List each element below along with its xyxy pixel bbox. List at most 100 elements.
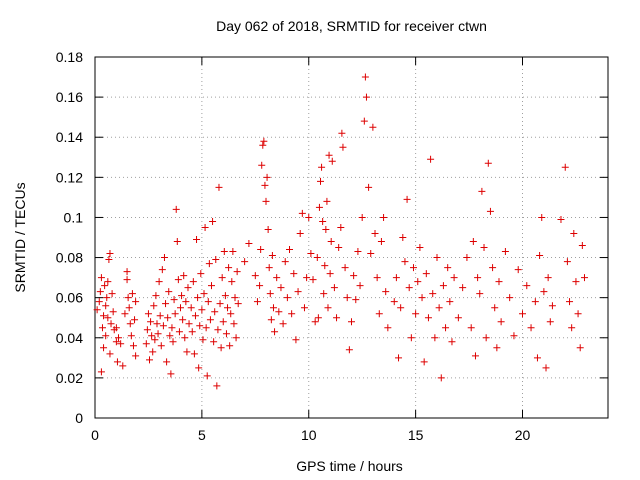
- data-point: [219, 318, 227, 326]
- data-point: [574, 310, 582, 318]
- data-point: [148, 332, 156, 340]
- data-point: [206, 316, 214, 324]
- y-tick-label: 0.06: [56, 290, 83, 306]
- data-point: [433, 254, 441, 262]
- data-point: [132, 298, 140, 306]
- data-point: [104, 278, 112, 286]
- data-point: [538, 213, 546, 221]
- data-point: [142, 340, 150, 348]
- data-point: [207, 282, 215, 290]
- data-point: [105, 256, 113, 264]
- data-point: [405, 284, 413, 292]
- data-point: [416, 244, 424, 252]
- data-point: [196, 322, 204, 330]
- data-point: [211, 308, 219, 316]
- data-point: [367, 250, 375, 258]
- data-point: [371, 229, 379, 237]
- data-point: [166, 332, 174, 340]
- data-point: [158, 266, 166, 274]
- y-tick-label: 0.12: [56, 169, 83, 185]
- data-point: [144, 310, 152, 318]
- data-point: [224, 304, 232, 312]
- data-point: [491, 304, 499, 312]
- data-point: [129, 342, 137, 350]
- data-point: [229, 248, 237, 256]
- data-point: [390, 298, 398, 306]
- data-point: [317, 177, 325, 185]
- data-point: [358, 213, 366, 221]
- data-point: [506, 294, 514, 302]
- data-point: [542, 364, 550, 372]
- chart-title: Day 062 of 2018, SRMTID for receiver ctw…: [216, 18, 487, 34]
- data-point: [533, 354, 541, 362]
- data-point: [200, 290, 208, 298]
- data-point: [337, 223, 345, 231]
- data-point: [201, 223, 209, 231]
- data-point: [377, 238, 385, 246]
- data-point: [184, 284, 192, 292]
- data-point: [100, 312, 108, 320]
- data-point: [339, 143, 347, 151]
- data-point: [365, 183, 373, 191]
- data-point: [296, 229, 304, 237]
- data-point: [424, 314, 432, 322]
- data-point: [210, 338, 218, 346]
- data-point: [266, 290, 274, 298]
- data-point: [202, 324, 210, 332]
- data-point: [170, 296, 178, 304]
- data-point: [314, 314, 322, 322]
- data-point: [126, 320, 134, 328]
- data-point: [548, 302, 556, 310]
- data-point: [162, 300, 170, 308]
- data-point: [180, 272, 188, 280]
- data-point: [178, 292, 186, 300]
- data-point: [189, 278, 197, 286]
- data-point: [213, 382, 221, 390]
- data-point: [117, 340, 125, 348]
- data-point: [185, 320, 193, 328]
- data-point: [277, 284, 285, 292]
- y-tick-label: 0.14: [56, 129, 83, 145]
- data-point: [418, 294, 426, 302]
- data-point: [221, 292, 229, 300]
- x-tick-label: 5: [198, 427, 206, 443]
- x-tick-label: 10: [301, 427, 317, 443]
- y-tick-label: 0.1: [64, 209, 84, 225]
- data-point: [568, 324, 576, 332]
- data-point: [112, 338, 120, 346]
- data-point: [190, 350, 198, 358]
- data-point: [128, 290, 136, 298]
- data-point: [420, 358, 428, 366]
- data-point: [121, 310, 129, 318]
- data-point: [330, 284, 338, 292]
- data-point: [361, 73, 369, 81]
- data-point: [101, 282, 109, 290]
- data-point: [193, 236, 201, 244]
- data-point: [350, 272, 358, 280]
- data-point: [578, 242, 586, 250]
- data-point: [348, 318, 355, 326]
- data-point: [109, 308, 117, 316]
- data-point: [399, 234, 407, 241]
- data-point: [107, 320, 115, 328]
- data-point: [100, 344, 108, 352]
- data-point: [175, 328, 183, 336]
- data-point: [227, 310, 235, 318]
- axis-ticks: 0 0.02 0.04 0.06 0.08 0.1 0.12 0.14 0.16 0.18 0 5 10…: [56, 49, 608, 443]
- data-point: [333, 314, 341, 322]
- data-point: [168, 324, 176, 332]
- data-point: [300, 304, 308, 312]
- data-point: [188, 328, 196, 336]
- data-point: [228, 278, 236, 286]
- data-point: [241, 258, 249, 266]
- data-point: [173, 238, 181, 246]
- data-point: [167, 370, 175, 378]
- y-axis-label: SRMTID / TECUs: [12, 182, 28, 292]
- data-point: [288, 310, 296, 318]
- data-point: [429, 290, 437, 298]
- data-point: [256, 282, 264, 290]
- data-point: [290, 270, 298, 278]
- data-point: [497, 318, 505, 326]
- data-point: [580, 274, 588, 282]
- data-point: [321, 262, 329, 270]
